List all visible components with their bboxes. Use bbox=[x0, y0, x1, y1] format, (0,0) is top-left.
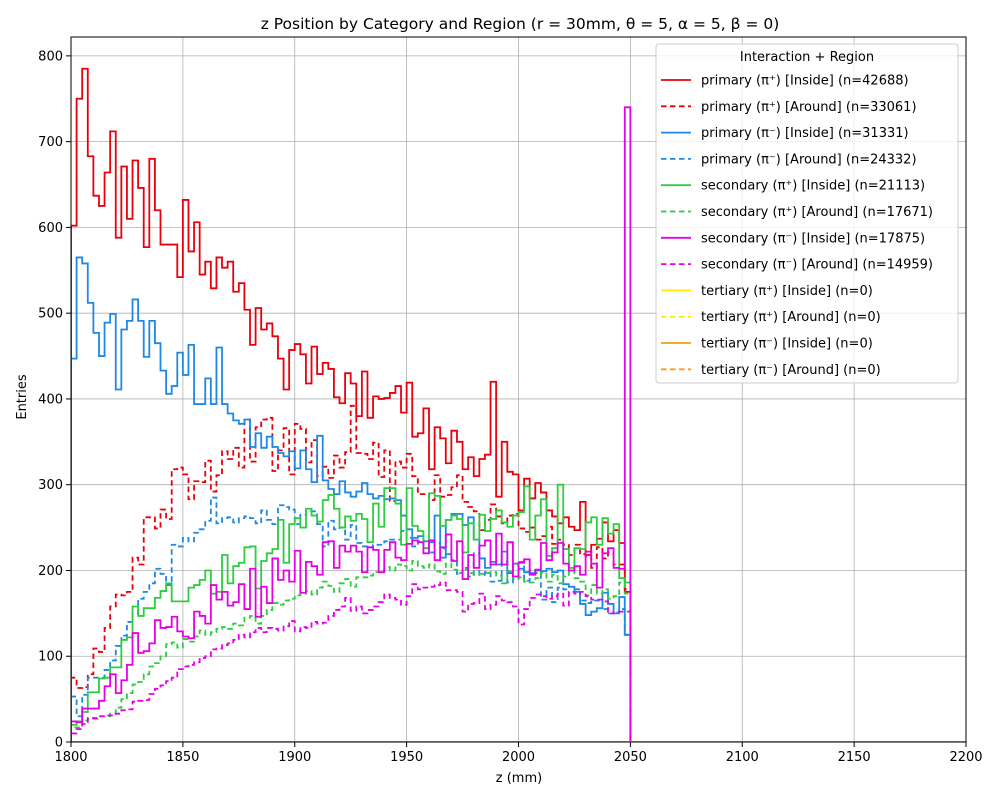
series-line bbox=[71, 404, 632, 742]
y-tick-label: 500 bbox=[38, 307, 63, 322]
series-line bbox=[71, 496, 632, 742]
x-tick-label: 2100 bbox=[726, 750, 759, 765]
y-tick-label: 600 bbox=[38, 221, 63, 236]
y-tick-label: 0 bbox=[55, 736, 63, 751]
legend-item: primary (π⁻) [Around] (n=24332) bbox=[661, 152, 917, 167]
legend-label: primary (π⁺) [Around] (n=33061) bbox=[701, 100, 917, 115]
series-line bbox=[71, 106, 632, 742]
legend-label: primary (π⁺) [Inside] (n=42688) bbox=[701, 74, 909, 89]
legend-label: primary (π⁻) [Around] (n=24332) bbox=[701, 152, 917, 167]
legend-item: tertiary (π⁺) [Inside] (n=0) bbox=[661, 284, 873, 299]
legend-box bbox=[655, 43, 959, 384]
y-tick-label: 800 bbox=[38, 49, 63, 64]
x-tick-label: 1850 bbox=[166, 750, 199, 765]
x-tick-label: 2050 bbox=[614, 750, 647, 765]
x-tick-label: 1900 bbox=[278, 750, 311, 765]
x-tick-label: 1800 bbox=[54, 750, 87, 765]
legend: Interaction + Region primary (π⁺) [Insid… bbox=[655, 43, 959, 384]
x-tick-label: 2000 bbox=[502, 750, 535, 765]
legend-title: Interaction + Region bbox=[740, 50, 874, 65]
legend-label: secondary (π⁻) [Inside] (n=17875) bbox=[701, 231, 925, 246]
y-tick-label: 200 bbox=[38, 564, 63, 579]
series-line bbox=[71, 67, 632, 742]
legend-item: secondary (π⁺) [Inside] (n=21113) bbox=[661, 179, 925, 194]
series-line bbox=[71, 483, 632, 742]
x-tick-label: 2200 bbox=[949, 750, 982, 765]
series-line bbox=[71, 581, 632, 742]
legend-item: secondary (π⁺) [Around] (n=17671) bbox=[661, 205, 933, 220]
legend-label: tertiary (π⁻) [Around] (n=0) bbox=[701, 363, 881, 378]
legend-item: primary (π⁻) [Inside] (n=31331) bbox=[661, 126, 909, 141]
legend-label: primary (π⁻) [Inside] (n=31331) bbox=[701, 126, 909, 141]
chart-title: z Position by Category and Region (r = 3… bbox=[261, 15, 780, 33]
x-axis-label: z (mm) bbox=[496, 771, 542, 786]
legend-item: primary (π⁺) [Inside] (n=42688) bbox=[661, 74, 909, 89]
legend-item: primary (π⁺) [Around] (n=33061) bbox=[661, 100, 917, 115]
x-tick-label: 1950 bbox=[390, 750, 423, 765]
legend-label: secondary (π⁻) [Around] (n=14959) bbox=[701, 258, 933, 273]
y-tick-label: 400 bbox=[38, 392, 63, 407]
legend-label: secondary (π⁺) [Inside] (n=21113) bbox=[701, 179, 925, 194]
y-tick-label: 300 bbox=[38, 478, 63, 493]
legend-item: secondary (π⁻) [Around] (n=14959) bbox=[661, 258, 933, 273]
plot-area: 1800 1850 1900 1950 2000 2050 2100 2150 2200 0 100… bbox=[38, 36, 983, 765]
legend-label: tertiary (π⁻) [Inside] (n=0) bbox=[701, 337, 873, 352]
x-tick-label: 2150 bbox=[838, 750, 871, 765]
legend-item: tertiary (π⁺) [Around] (n=0) bbox=[661, 310, 881, 325]
legend-label: tertiary (π⁺) [Around] (n=0) bbox=[701, 310, 881, 325]
y-axis-label: Entries bbox=[15, 374, 30, 420]
y-tick-label: 100 bbox=[38, 650, 63, 665]
legend-label: secondary (π⁺) [Around] (n=17671) bbox=[701, 205, 933, 220]
legend-item: secondary (π⁻) [Inside] (n=17875) bbox=[661, 231, 925, 246]
legend-item: tertiary (π⁻) [Around] (n=0) bbox=[661, 363, 881, 378]
legend-items: primary (π⁺) [Inside] (n=42688) primary (… bbox=[661, 74, 933, 378]
legend-label: tertiary (π⁺) [Inside] (n=0) bbox=[701, 284, 873, 299]
y-tick-label: 700 bbox=[38, 135, 63, 150]
ticks: 1800 1850 1900 1950 2000 2050 2100 2150 2200 0 100… bbox=[38, 49, 982, 765]
legend-item: tertiary (π⁻) [Inside] (n=0) bbox=[661, 337, 873, 352]
series-group bbox=[71, 67, 966, 742]
